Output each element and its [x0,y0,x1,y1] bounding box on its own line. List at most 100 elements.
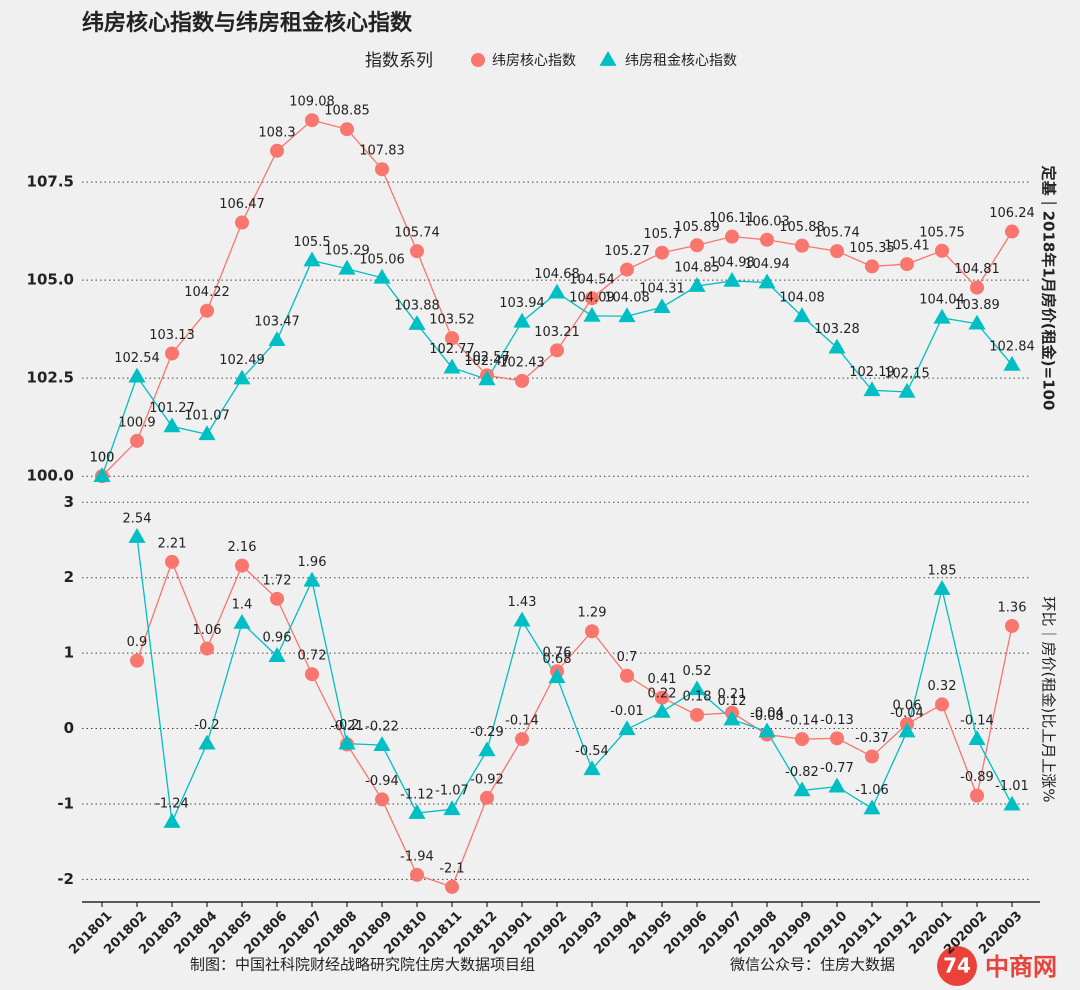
legend-label: 纬房核心指数 [492,53,576,69]
y-tick-label: 3 [64,493,74,511]
point [515,732,529,747]
point [795,732,809,747]
point [970,788,984,803]
data-label: 104.04 [919,292,965,307]
point [968,314,986,330]
data-label: 108.3 [258,125,295,140]
point [235,215,249,230]
data-label: 102.54 [114,351,160,366]
point [653,298,671,314]
data-label: 105.06 [359,252,405,267]
data-label: -0.2 [334,718,359,733]
data-label: 0.96 [263,631,292,646]
data-label: 1.36 [998,600,1027,615]
point [933,580,951,595]
data-label: 104.94 [744,257,790,272]
point [163,417,181,433]
point [338,734,356,750]
point [900,257,914,272]
data-label: 104.81 [954,262,1000,277]
point [233,613,251,629]
point [128,527,146,543]
point [655,245,669,260]
point [373,736,391,751]
data-label: 103.88 [394,299,440,314]
data-label: 103.13 [149,328,195,343]
data-label: 103.21 [534,325,580,340]
point [445,879,459,894]
point [723,710,741,726]
point [550,343,564,358]
data-label: 105.27 [604,244,650,259]
y-tick-label: 102.5 [27,369,74,387]
point [163,813,181,828]
data-label: -0.89 [960,770,994,785]
point [620,668,634,683]
data-label: -0.04 [890,706,924,721]
data-label: 104.98 [709,255,755,270]
point [513,312,531,328]
point [863,799,881,815]
point [270,143,284,158]
point [513,611,531,627]
point [1003,795,1021,811]
point [410,867,424,882]
data-label: 2.54 [123,511,152,526]
point [130,653,144,668]
point [828,777,846,793]
point [653,702,671,718]
footer-left: 制图：中国社科院财经战略研究院住房大数据项目组 [190,956,535,974]
point [478,741,496,757]
data-label: 100.9 [118,415,155,430]
y-tick-label: 105.0 [27,271,74,289]
point [340,122,354,137]
data-label: 0.52 [683,664,712,679]
y-axis-label-right: 环比｜房价(租金)比上月上涨% [1040,597,1058,803]
point [480,790,494,805]
data-label: -1.01 [995,779,1029,794]
point [723,271,741,287]
point [690,707,704,722]
data-label: 102.47 [464,354,510,369]
point [688,680,706,696]
y-tick-label: -2 [57,870,74,888]
point [620,262,634,277]
data-label: 102.49 [219,353,265,368]
data-label: -0.21 [330,719,364,734]
data-label: 104.09 [569,290,615,305]
point [968,730,986,745]
data-label: 1.72 [263,573,292,588]
point [688,277,706,292]
data-label: -1.06 [855,783,889,798]
data-label: -0.22 [365,720,399,735]
point [583,760,601,776]
data-label: -1.07 [435,784,469,799]
data-label: -0.54 [575,744,609,759]
data-label: 2.16 [228,540,257,555]
point [373,268,391,284]
data-label: 105.5 [293,235,330,250]
point [828,338,846,354]
point [515,373,529,388]
data-label: 0.7 [617,650,638,665]
footer-right: 微信公众号：住房大数据 [730,956,895,974]
data-label: 0.9 [127,635,148,650]
data-label: 101.07 [184,409,230,424]
data-label: 1.85 [928,564,957,579]
point [198,425,216,441]
data-label: 106.11 [709,211,755,226]
data-label: 1.29 [578,606,607,621]
data-label: 0.41 [648,672,677,687]
point [585,624,599,639]
data-label: 0.12 [718,694,747,709]
point [408,804,426,819]
point [760,232,774,247]
watermark-logo-text: 74 [943,954,971,978]
point [443,800,461,816]
y-tick-label: 0 [64,719,74,737]
data-label: -1.24 [155,797,189,812]
point [548,283,566,299]
data-label: 0.72 [298,649,327,664]
data-label: 105.74 [814,226,860,241]
